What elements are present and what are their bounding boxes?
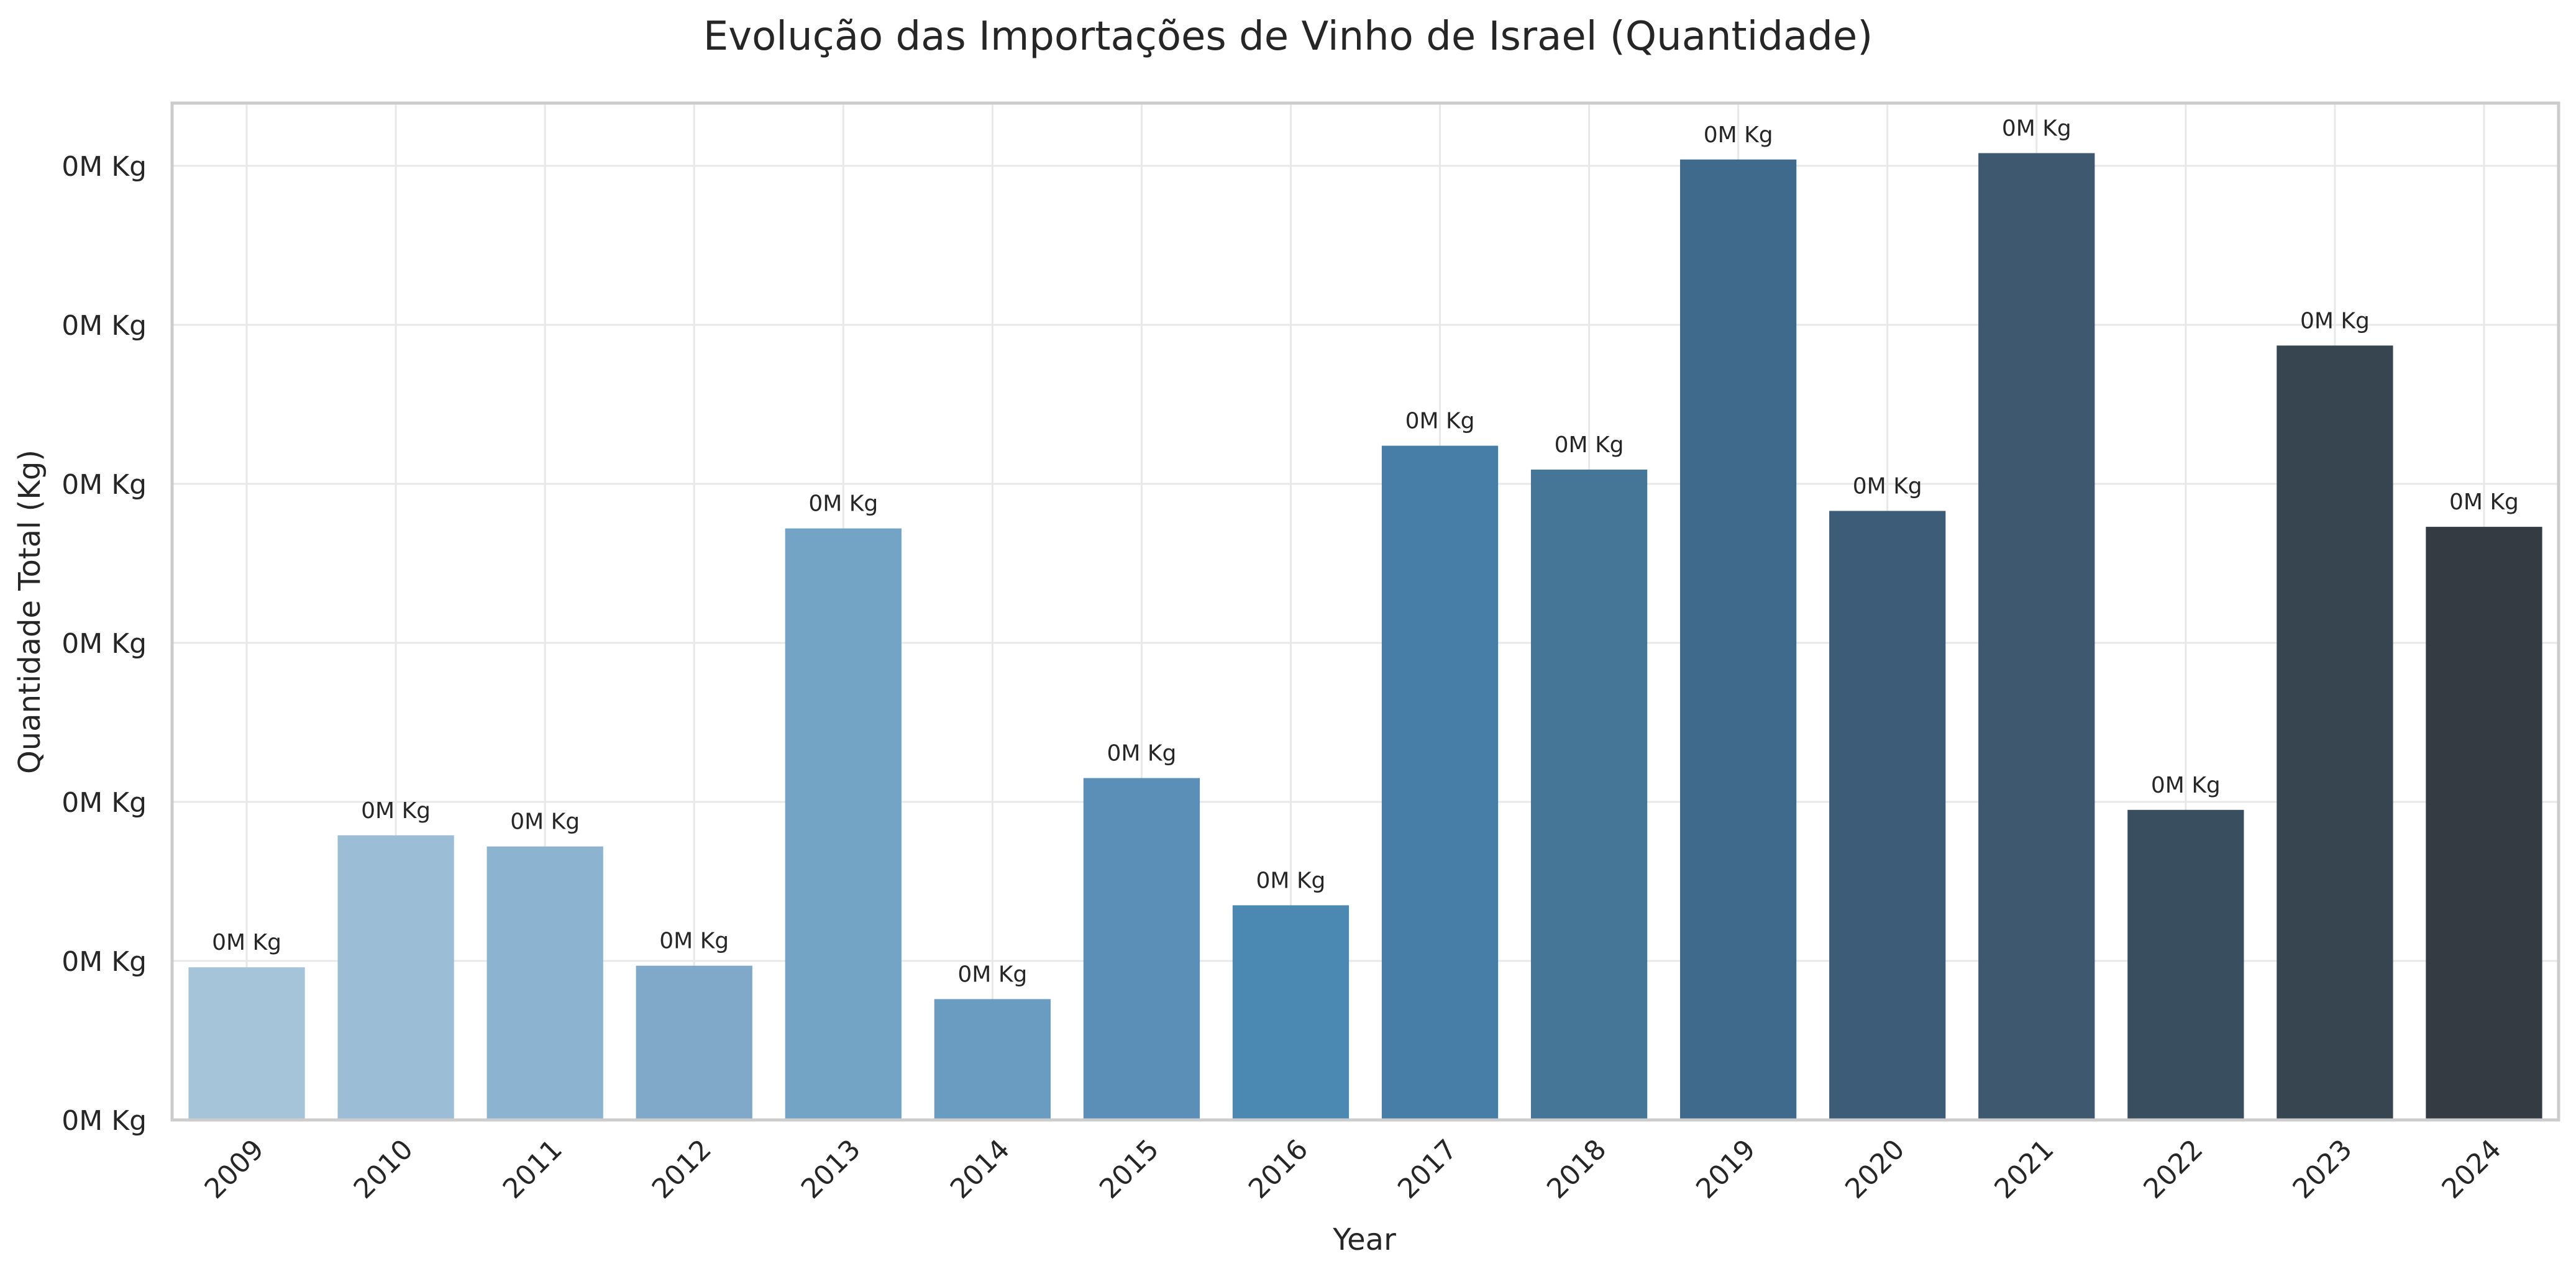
bar-value-label: 0M Kg bbox=[361, 798, 431, 824]
x-tick-label: 2011 bbox=[497, 1134, 569, 1205]
x-tick-label: 2010 bbox=[348, 1134, 419, 1205]
bar-value-label: 0M Kg bbox=[2449, 489, 2519, 515]
bar bbox=[1829, 511, 1946, 1120]
x-axis-ticks: 2009 2010 2011 2012 2013 2014 2015 2016 2017 2018… bbox=[199, 1134, 2508, 1205]
bar bbox=[1680, 159, 1797, 1120]
bar-value-label: 0M Kg bbox=[510, 809, 580, 835]
x-tick-label: 2012 bbox=[646, 1134, 718, 1205]
bar bbox=[2426, 527, 2542, 1120]
bar-value-label: 0M Kg bbox=[1704, 122, 1773, 148]
bar-value-label: 0M Kg bbox=[1853, 474, 1922, 499]
bar-value-label: 0M Kg bbox=[808, 491, 878, 517]
bar bbox=[934, 999, 1051, 1120]
bar bbox=[2127, 809, 2244, 1120]
bar-value-label: 0M Kg bbox=[1405, 409, 1475, 434]
y-axis-ticks: 0M Kg 0M Kg 0M Kg 0M Kg 0M Kg 0M Kg 0M Kg bbox=[62, 151, 147, 1137]
data-labels: 0M Kg 0M Kg 0M Kg 0M Kg 0M Kg 0M Kg 0M Kg 0M Kg… bbox=[212, 116, 2519, 988]
y-tick-label: 0M Kg bbox=[62, 628, 147, 660]
x-tick-label: 2020 bbox=[1839, 1134, 1911, 1205]
bar bbox=[1232, 905, 1350, 1120]
x-tick-label: 2016 bbox=[1243, 1134, 1314, 1205]
x-tick-label: 2013 bbox=[795, 1134, 867, 1205]
bar-value-label: 0M Kg bbox=[2002, 116, 2071, 142]
bars bbox=[188, 153, 2542, 1121]
x-tick-label: 2014 bbox=[944, 1134, 1016, 1205]
plot-frame bbox=[170, 101, 2560, 1122]
x-tick-label: 2021 bbox=[1988, 1134, 2060, 1205]
bar-value-label: 0M Kg bbox=[1256, 868, 1326, 893]
bar bbox=[188, 967, 305, 1120]
bar-value-label: 0M Kg bbox=[659, 929, 729, 954]
x-tick-label: 2018 bbox=[1541, 1134, 1612, 1205]
bar bbox=[1530, 469, 1648, 1121]
y-tick-label: 0M Kg bbox=[62, 787, 147, 819]
bar-value-label: 0M Kg bbox=[1107, 741, 1176, 767]
bar-value-label: 0M Kg bbox=[2151, 773, 2221, 798]
y-tick-label: 0M Kg bbox=[62, 310, 147, 342]
bar bbox=[2277, 345, 2393, 1120]
bar-value-label: 0M Kg bbox=[1555, 432, 1624, 458]
bar bbox=[486, 846, 603, 1120]
y-axis-label: Quantidade Total (Kg) bbox=[12, 450, 47, 774]
x-tick-label: 2024 bbox=[2436, 1134, 2507, 1205]
bar bbox=[1381, 445, 1499, 1120]
x-tick-label: 2022 bbox=[2137, 1134, 2209, 1205]
bar bbox=[1978, 153, 2095, 1120]
bar bbox=[785, 528, 902, 1120]
x-tick-label: 2017 bbox=[1392, 1134, 1463, 1205]
bar bbox=[636, 965, 752, 1120]
bar-value-label: 0M Kg bbox=[212, 930, 281, 955]
bar-value-label: 0M Kg bbox=[2300, 308, 2370, 334]
y-tick-label: 0M Kg bbox=[62, 946, 147, 978]
x-tick-label: 2009 bbox=[199, 1134, 270, 1205]
y-tick-label: 0M Kg bbox=[62, 151, 147, 183]
bar bbox=[337, 835, 454, 1120]
x-tick-label: 2015 bbox=[1094, 1134, 1165, 1205]
y-tick-label: 0M Kg bbox=[62, 1105, 147, 1137]
x-axis-label: Year bbox=[1332, 1222, 1396, 1257]
x-tick-label: 2019 bbox=[1690, 1134, 1761, 1205]
bar-value-label: 0M Kg bbox=[957, 962, 1027, 987]
y-tick-label: 0M Kg bbox=[62, 469, 147, 501]
chart-title: Evolução das Importações de Vinho de Isr… bbox=[703, 14, 1873, 60]
x-tick-label: 2023 bbox=[2286, 1134, 2358, 1205]
bar bbox=[1083, 778, 1200, 1120]
